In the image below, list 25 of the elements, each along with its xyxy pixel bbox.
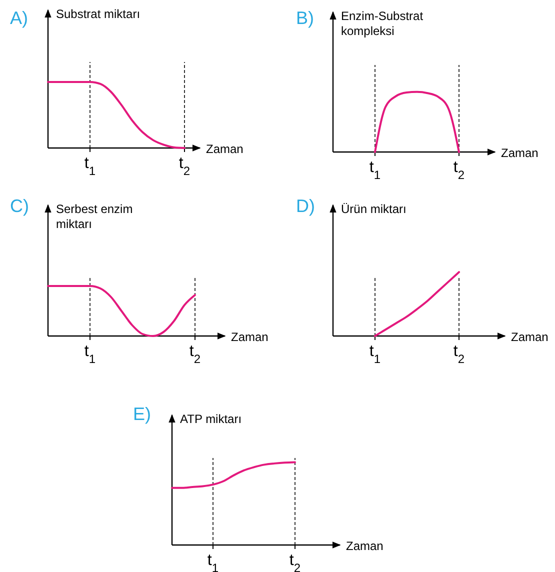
x-axis-title: Zaman	[231, 330, 268, 344]
y-axis-title: Enzim-Substrat kompleksi	[341, 9, 424, 38]
chart-title: E)	[133, 404, 151, 424]
y-axis-title: Serbest enzim miktarı	[56, 202, 133, 231]
chart-title: D)	[296, 196, 315, 216]
x-tick-label: t$_{2}$	[289, 552, 301, 572]
x-tick-label: t$_{1}$	[369, 159, 381, 182]
x-axis-title: Zaman	[511, 330, 548, 344]
x-tick-label: t$_{1}$	[84, 155, 96, 178]
x-tick-label: t$_{2}$	[453, 159, 465, 182]
x-tick-label: t$_{2}$	[178, 155, 190, 178]
chart-title: B)	[296, 8, 314, 28]
x-axis-title: Zaman	[501, 146, 538, 160]
x-axis-title: Zaman	[346, 539, 384, 553]
x-axis-title: Zaman	[206, 142, 244, 156]
chart-title: A)	[10, 8, 28, 28]
y-axis-title: Ürün miktarı	[341, 202, 406, 216]
x-tick-label: t$_{1}$	[207, 552, 219, 572]
x-tick-label: t$_{2}$	[189, 343, 201, 366]
y-axis-title: Substrat miktarı	[56, 7, 140, 21]
chart-title: C)	[10, 196, 29, 216]
x-tick-label: t$_{1}$	[84, 343, 96, 366]
x-tick-label: t$_{1}$	[369, 343, 381, 366]
x-tick-label: t$_{2}$	[453, 343, 465, 366]
y-axis-title: ATP miktarı	[180, 412, 242, 426]
